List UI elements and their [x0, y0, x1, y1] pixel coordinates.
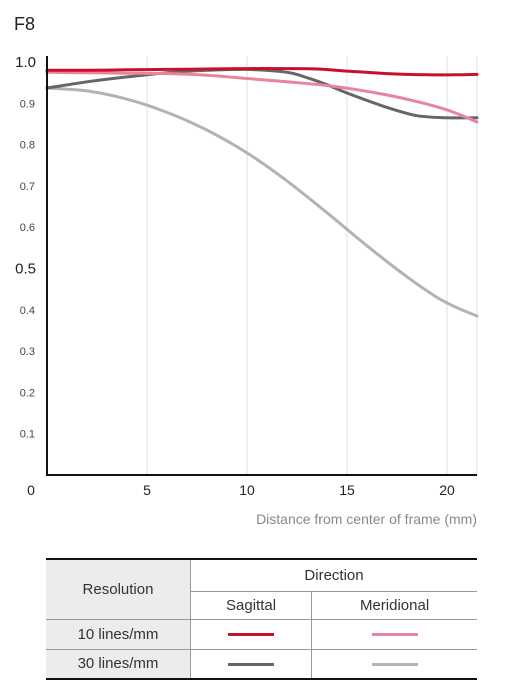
y-tick-label: 0.1: [20, 429, 35, 441]
y-tick-label: 0.7: [20, 181, 35, 193]
line-sample-10-sagittal: [228, 633, 275, 637]
tick-label-layer: 0 5 10 15 20 0.1 0.2 0.3 0.4 0.5 0.6 0.7 0.8 0.9 1.0: [15, 54, 455, 498]
meridional-header: Meridional: [359, 596, 430, 614]
series-line-10-sagittal: [45, 67, 479, 77]
line-sample-30-meridional: [371, 662, 418, 666]
legend-table: Resolution Direction Sagittal Meridional…: [46, 558, 477, 680]
legend-cell-meridional: [312, 649, 477, 679]
legend-cell-meridional: [312, 619, 477, 649]
mtf-chart: 0 5 10 15 20 0.1 0.2 0.3 0.4 0.5 0.6 0.7 0.8 0.9 1.0 D…: [15, 54, 479, 527]
x-tick-label: 20: [439, 482, 455, 498]
x-tick-label: 5: [143, 482, 151, 498]
chart-title: F8: [14, 14, 36, 34]
line-sample-10-meridional: [371, 633, 418, 637]
sagittal-header: Sagittal: [190, 591, 313, 619]
legend-row-30: 30 lines/mm: [46, 649, 477, 679]
x-tick-label: 0: [27, 482, 35, 498]
y-tick-label: 0.4: [20, 305, 35, 317]
axis-layer: [46, 56, 477, 476]
y-tick-label: 0.5: [15, 261, 36, 278]
legend-cell-sagittal: [190, 619, 313, 649]
direction-header: Direction: [190, 559, 477, 592]
legend-row-10: 10 lines/mm: [46, 619, 477, 649]
series-line-30-sagittal: [45, 67, 479, 120]
x-axis-title: Distance from center of frame (mm): [256, 511, 477, 527]
series-line-30-meridional: [45, 86, 479, 318]
series-line-10-meridional: [45, 70, 479, 124]
x-tick-label: 10: [239, 482, 255, 498]
series-layer: [45, 67, 479, 318]
y-tick-label: 0.9: [20, 98, 35, 110]
legend-cell-sagittal: [190, 649, 313, 679]
y-tick-label: 1.0: [15, 54, 36, 71]
x-tick-label: 15: [339, 482, 355, 498]
resolution-header: Resolution: [46, 559, 191, 619]
grid-layer: [146, 56, 478, 475]
y-tick-label: 0.2: [20, 387, 35, 399]
line-sample-30-sagittal: [228, 662, 275, 666]
y-tick-label: 0.6: [20, 222, 35, 234]
legend-row-label: 10 lines/mm: [46, 619, 191, 649]
y-tick-label: 0.3: [20, 346, 35, 358]
legend-row-label: 30 lines/mm: [46, 649, 191, 679]
y-tick-label: 0.8: [20, 140, 35, 152]
